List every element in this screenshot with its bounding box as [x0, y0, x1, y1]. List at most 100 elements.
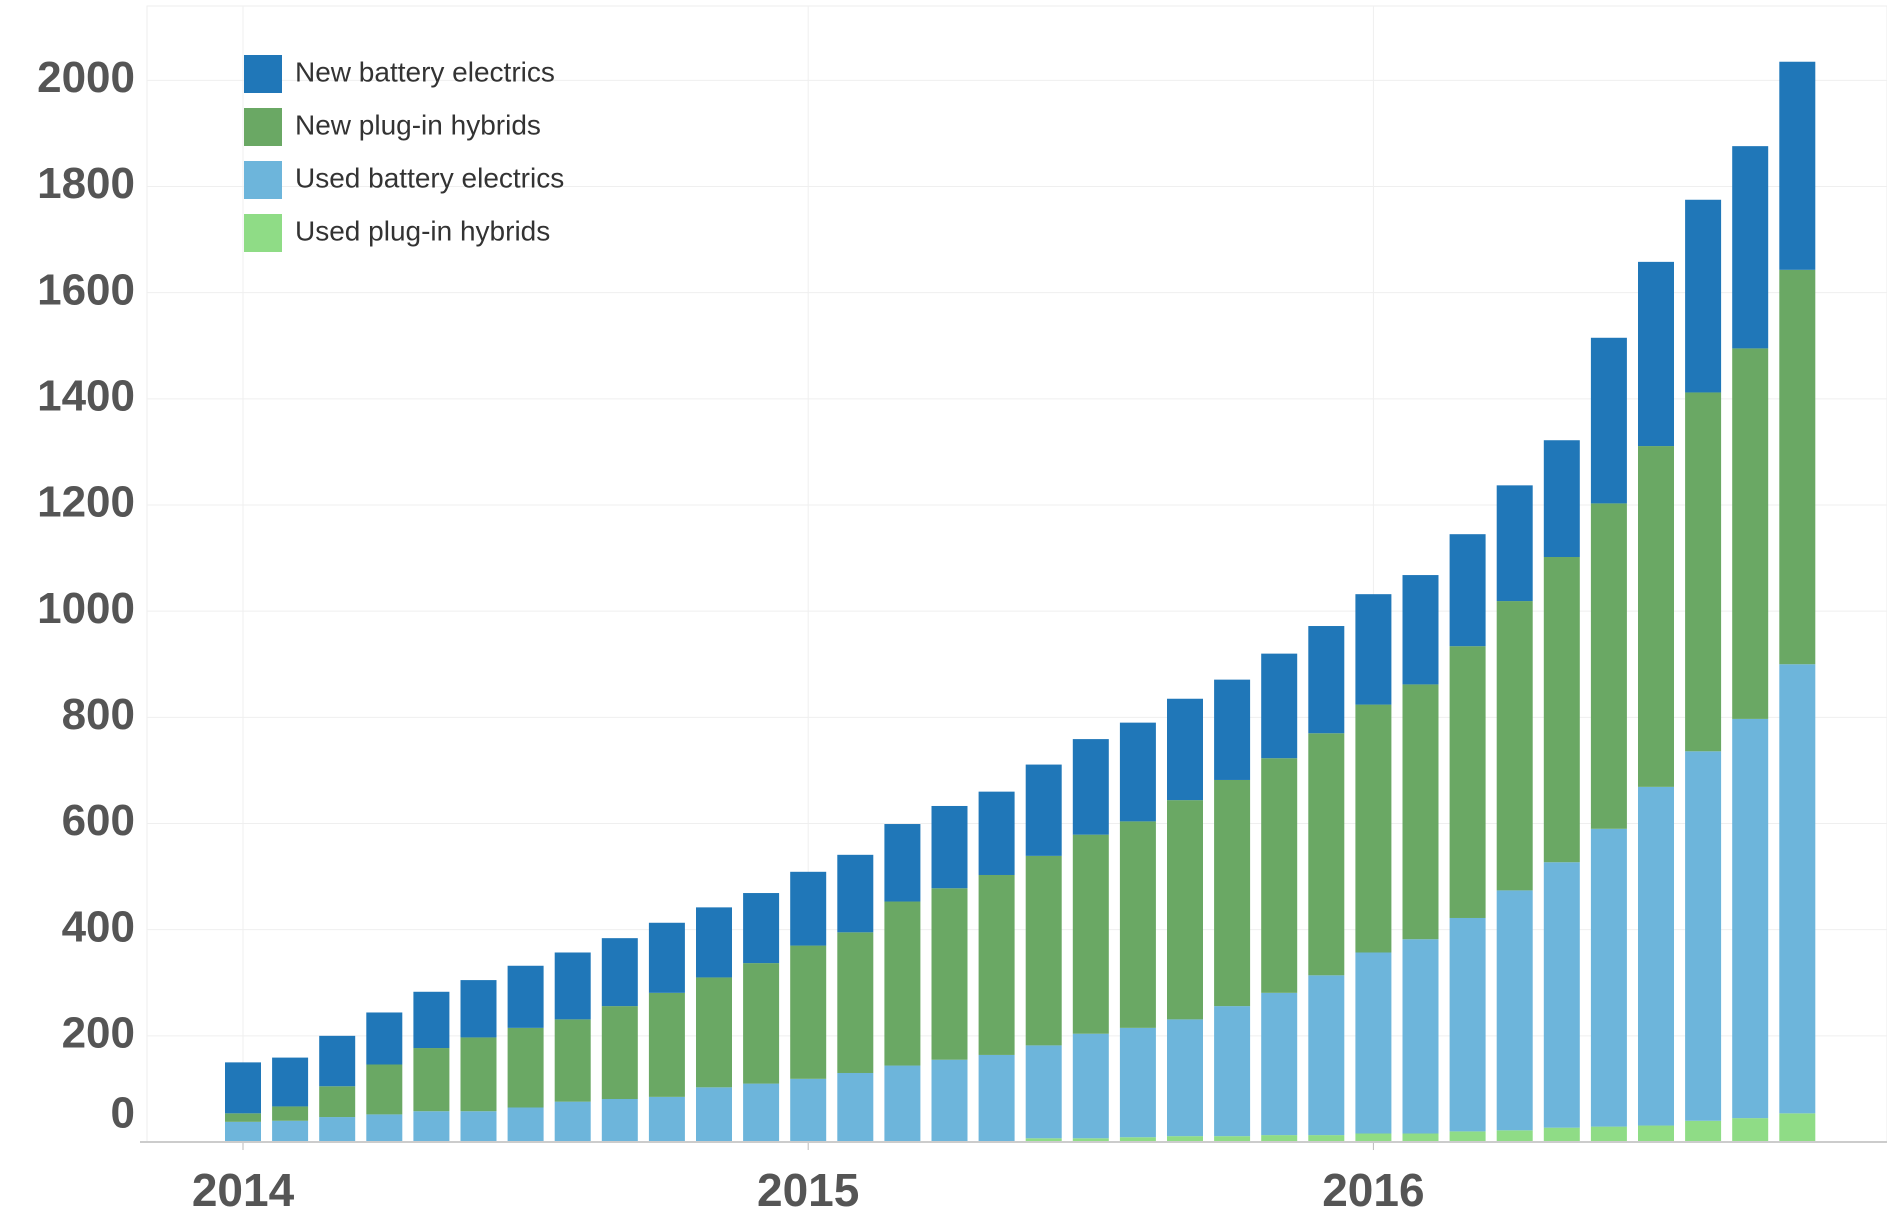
bar-segment — [225, 1062, 261, 1114]
bar-segment — [1685, 392, 1722, 752]
y-tick-label: 200 — [62, 1008, 135, 1057]
bar-segment — [931, 805, 968, 889]
bar-segment — [1119, 1027, 1156, 1138]
bar-segment — [1119, 1137, 1156, 1142]
legend-swatch — [244, 55, 282, 93]
legend-label: Used plug-in hybrids — [295, 215, 550, 246]
bar-segment — [931, 888, 968, 1060]
bar-segment — [319, 1117, 356, 1142]
y-tick-label: 2000 — [37, 53, 135, 102]
bar-segment — [413, 1048, 450, 1112]
bar-segment — [319, 1086, 356, 1118]
bar-segment — [1638, 446, 1674, 787]
bar-segment — [1685, 1120, 1722, 1142]
bar-segment — [1355, 952, 1392, 1134]
bar-segment — [1261, 992, 1298, 1136]
bar-segment — [790, 945, 827, 1079]
y-tick-label: 0 — [111, 1089, 135, 1138]
y-tick-label: 1400 — [37, 371, 135, 420]
bar-segment — [366, 1064, 403, 1115]
bar-segment — [884, 824, 921, 902]
bar-segment — [601, 938, 638, 1007]
bar-segment — [1449, 534, 1486, 647]
bar-segment — [1308, 975, 1345, 1136]
bar-segment — [1308, 733, 1345, 976]
y-tick-label: 400 — [62, 902, 135, 951]
bar-segment — [1402, 575, 1439, 685]
bar-segment — [648, 1096, 685, 1142]
bar-segment — [272, 1057, 309, 1107]
bar-segment — [978, 1054, 1015, 1142]
bar-segment — [460, 980, 497, 1038]
bar-segment — [1167, 698, 1203, 801]
bar-segment — [1072, 1033, 1109, 1139]
legend-swatch — [244, 214, 282, 252]
y-tick-label: 1600 — [37, 265, 135, 314]
bar-segment — [225, 1113, 261, 1122]
bar-segment — [1355, 704, 1392, 953]
bar-segment — [272, 1120, 309, 1142]
bar-segment — [1732, 348, 1769, 719]
bar-segment — [507, 1027, 544, 1108]
bar-segment — [790, 1078, 827, 1142]
bar-segment — [460, 1037, 497, 1112]
bar-segment — [696, 1087, 732, 1142]
bar-segment — [554, 952, 591, 1020]
bar-segment — [413, 991, 450, 1049]
bar-segment — [1732, 1118, 1769, 1142]
bar-segment — [1590, 828, 1627, 1127]
bar-segment — [1214, 1136, 1251, 1142]
y-tick-label: 1200 — [37, 478, 135, 527]
bar-segment — [743, 963, 780, 1084]
bar-segment — [225, 1121, 261, 1142]
y-tick-label: 600 — [62, 796, 135, 845]
bar-segment — [1072, 834, 1109, 1034]
bar-segment — [1072, 739, 1109, 835]
bar-segment — [366, 1012, 403, 1065]
bar-segment — [1590, 503, 1627, 829]
bar-segment — [601, 1006, 638, 1100]
bar-segment — [1214, 779, 1251, 1007]
y-tick-label: 1000 — [37, 584, 135, 633]
bar-segment — [837, 854, 874, 933]
bar-segment — [1779, 269, 1816, 665]
bar-segment — [648, 992, 685, 1097]
bar-segment — [1638, 786, 1674, 1126]
bar-segment — [1779, 664, 1816, 1114]
bar-segment — [1732, 718, 1769, 1119]
bar-segment — [743, 1083, 780, 1142]
bar-segment — [978, 791, 1015, 875]
bar-segment — [1072, 1138, 1109, 1142]
legend-label: New battery electrics — [295, 56, 555, 87]
bar-segment — [1308, 626, 1345, 734]
x-tick-label: 2014 — [192, 1164, 295, 1216]
x-tick-label: 2015 — [757, 1164, 859, 1216]
legend-label: Used battery electrics — [295, 162, 564, 193]
bar-segment — [743, 893, 780, 964]
bar-segment — [1543, 1127, 1580, 1142]
bar-segment — [1167, 1136, 1203, 1142]
bar-segment — [696, 977, 732, 1088]
bar-segment — [554, 1019, 591, 1102]
bar-segment — [1449, 1131, 1486, 1142]
bar-segment — [1214, 1006, 1251, 1137]
bar-segment — [1732, 146, 1769, 349]
bar-segment — [1496, 485, 1533, 602]
bar-segment — [1402, 939, 1439, 1134]
bar-segment — [507, 1107, 544, 1142]
bar-segment — [1685, 751, 1722, 1121]
bar-segment — [1025, 1138, 1062, 1142]
bar-segment — [319, 1035, 356, 1087]
bar-segment — [554, 1101, 591, 1142]
bar-segment — [1543, 440, 1580, 558]
bar-segment — [460, 1111, 497, 1142]
bar-segment — [1261, 758, 1298, 993]
bar-segment — [1638, 261, 1674, 447]
bar-segment — [1543, 862, 1580, 1128]
legend-label: New plug-in hybrids — [295, 109, 541, 140]
legend-swatch — [244, 161, 282, 199]
bar-segment — [1779, 61, 1816, 270]
x-tick-label: 2016 — [1322, 1164, 1424, 1216]
bar-segment — [1167, 1019, 1203, 1137]
bar-segment — [1638, 1125, 1674, 1142]
